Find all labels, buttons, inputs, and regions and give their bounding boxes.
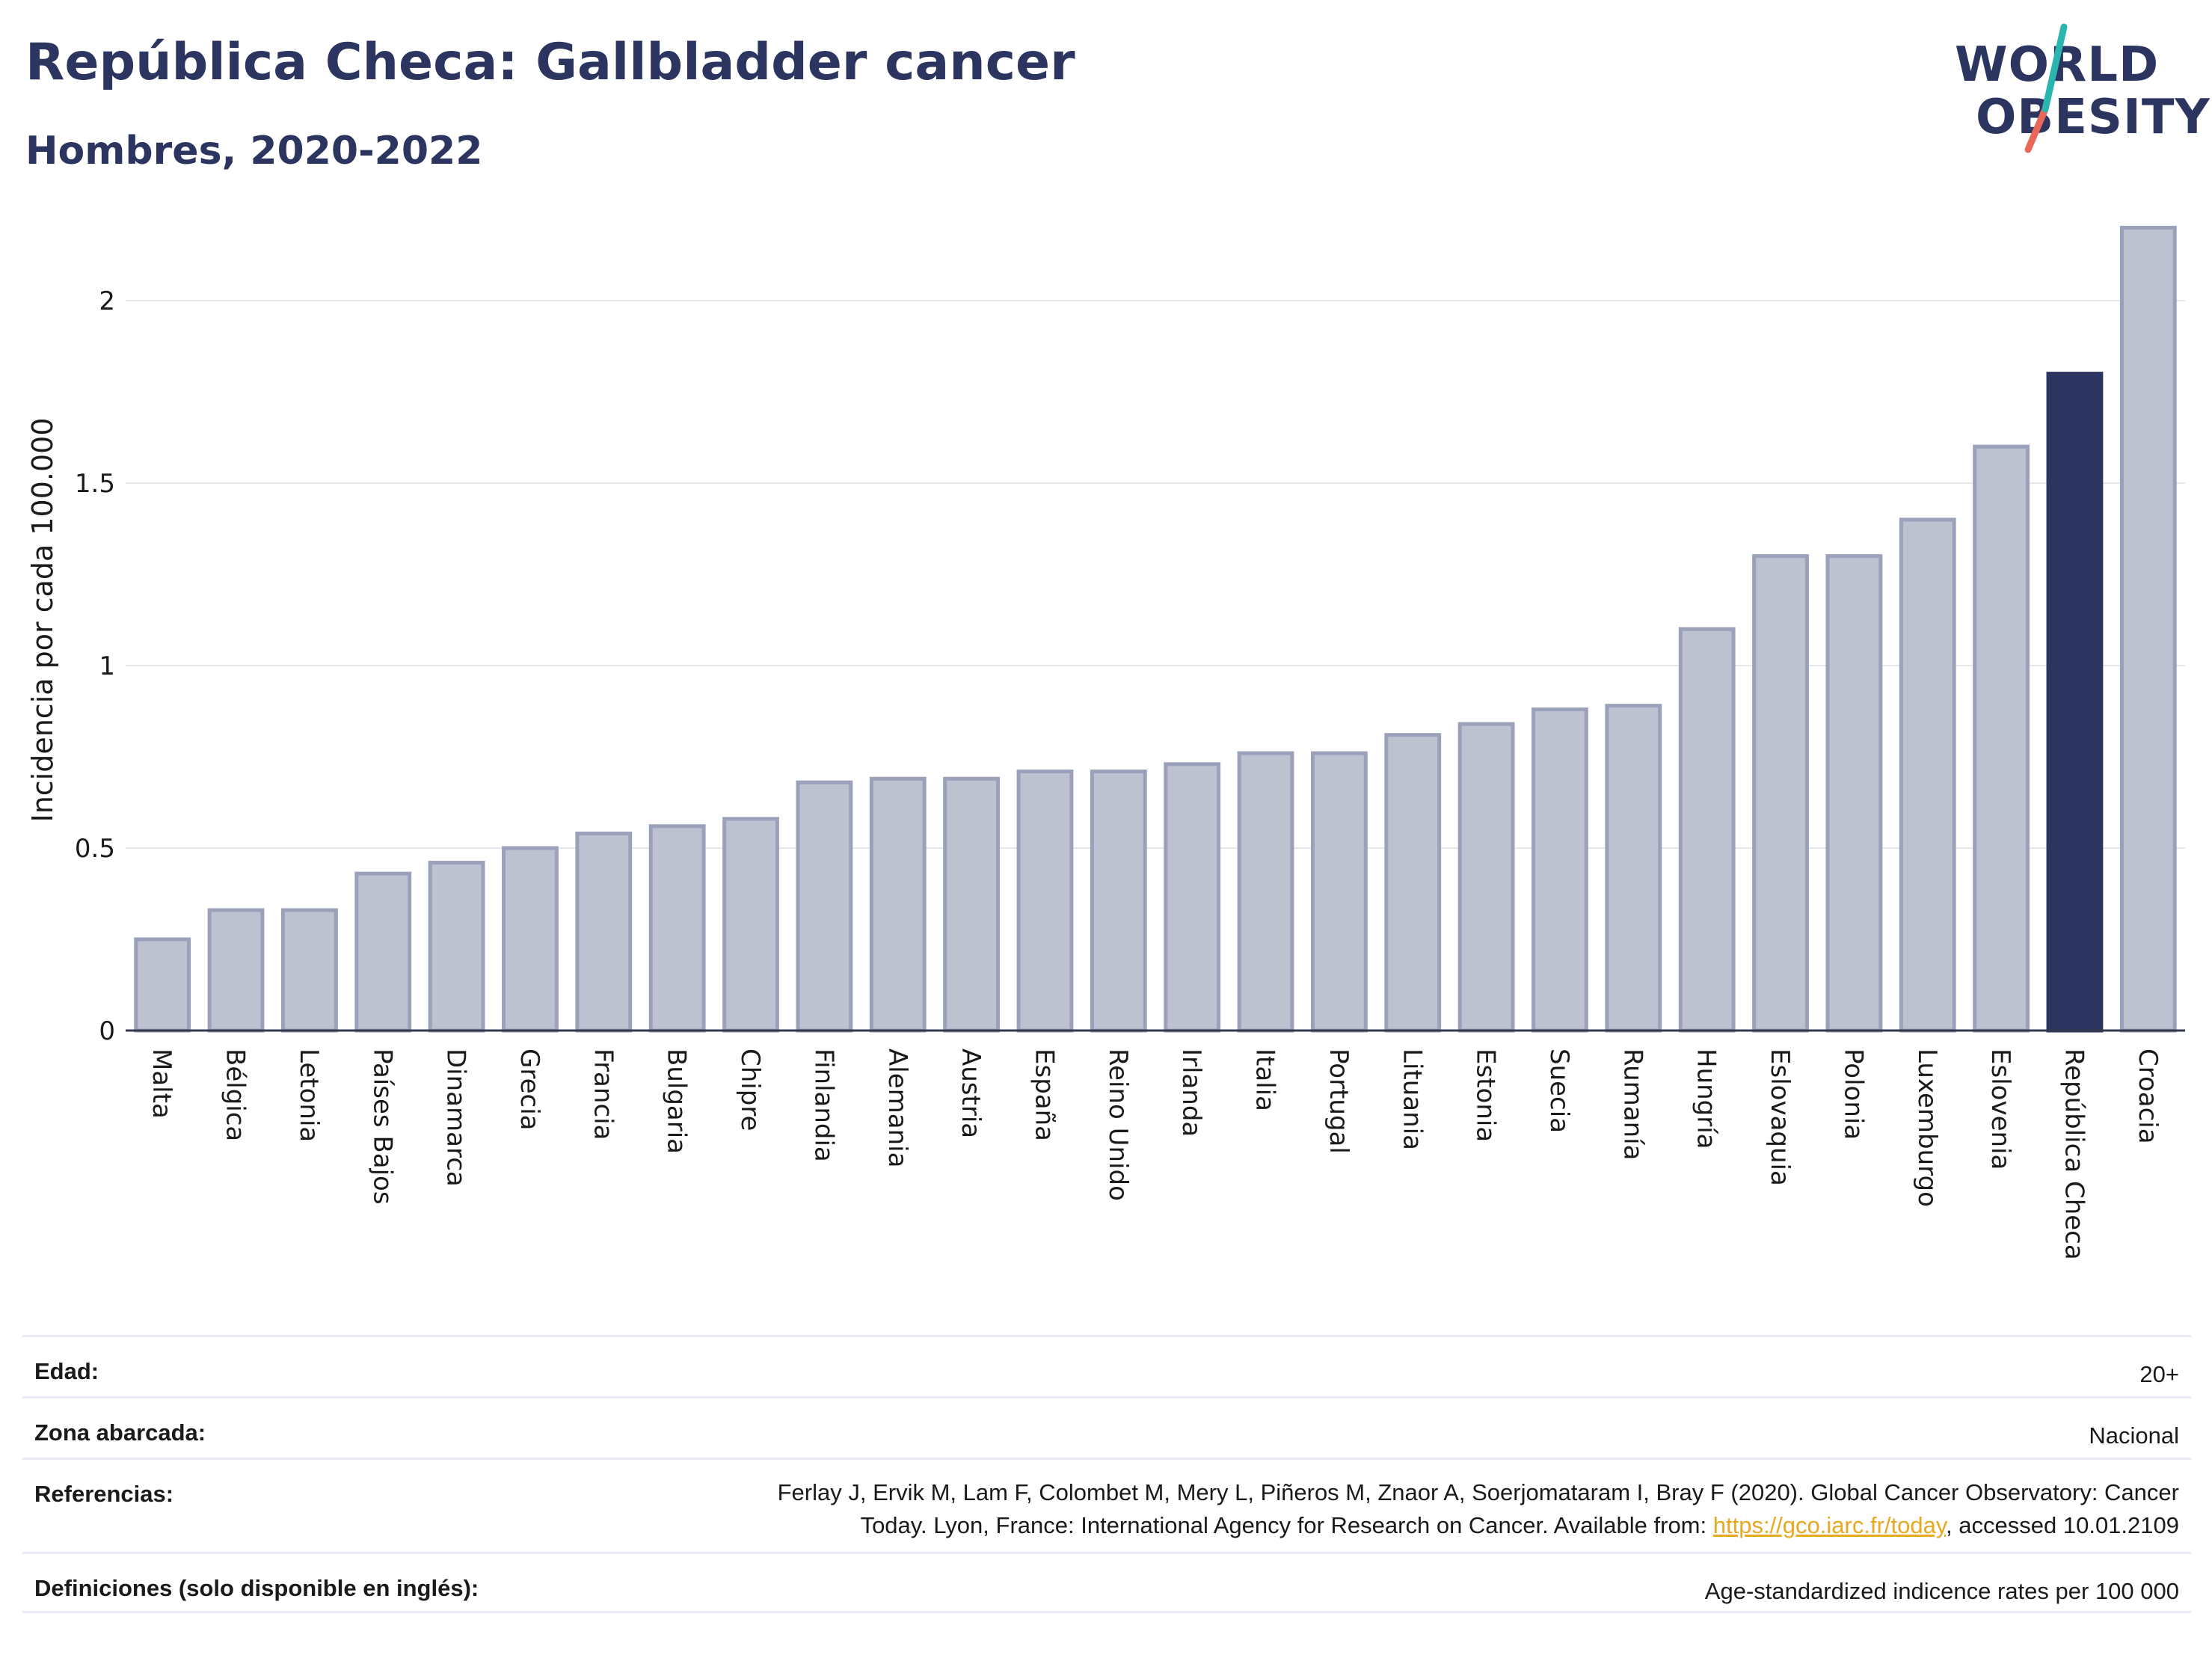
bar [1531,707,1588,1033]
x-tick-label: Francia [588,1048,618,1140]
x-tick-label: Croacia [2133,1048,2163,1144]
y-tick-label: 0 [99,1016,115,1046]
x-tick-label: Alemania [882,1048,912,1167]
age-value: 20+ [2139,1361,2179,1387]
x-tick-label: Rumanía [1617,1048,1647,1160]
bar [1237,751,1294,1033]
x-tick-label: Bélgica [221,1048,251,1141]
x-tick-label: República Checa [2059,1048,2089,1260]
bar [1678,627,1736,1033]
bar [1825,554,1883,1033]
x-tick-label: Grecia [514,1048,544,1130]
x-tick-label: Hungría [1692,1048,1721,1149]
bar [1164,762,1221,1033]
references-text: Today. Lyon, France: International Agenc… [860,1512,1713,1538]
y-tick-label: 1.5 [75,469,115,499]
bar [575,831,633,1033]
x-tick-label: Austria [956,1048,986,1138]
x-tick-label: Reino Unido [1103,1048,1133,1201]
bar [207,908,265,1033]
y-axis-label: Incidencia por cada 100.000 [26,417,59,822]
bar [869,776,927,1033]
bar [502,846,559,1033]
x-tick-label: Países Bajos [367,1048,397,1205]
references-label: Referencias: [34,1481,174,1507]
bar [1752,554,1809,1033]
chart-title: República Checa: Gallbladder cancer [25,33,1075,92]
bar [943,776,1001,1033]
bar [2119,225,2177,1033]
x-tick-label: Luxemburgo [1912,1048,1942,1207]
meta-row-area: Zona abarcada: Nacional [22,1396,2191,1458]
definitions-value: Age-standardized indicence rates per 100… [1704,1578,2179,1604]
age-label: Edad: [34,1358,99,1384]
bar-highlight [2046,372,2104,1033]
bar [1899,518,1956,1033]
x-tick-label: Suecia [1544,1048,1574,1133]
x-tick-label: Finlandia [808,1048,838,1162]
x-tick-label: Portugal [1324,1048,1354,1154]
bar [1384,733,1442,1033]
bar [280,908,338,1033]
bar [134,937,191,1033]
bar [1605,704,1662,1033]
x-tick-label: Estonia [1471,1048,1501,1142]
y-tick-label: 1 [99,651,115,681]
bar-chart: 0 0.5 1 1.5 2 Incidencia por cada 100.000 Malt… [26,225,2185,1260]
references-line-1: Ferlay J, Ervik M, Lam F, Colombet M, Me… [777,1479,2179,1505]
bar [1016,770,1074,1033]
x-tick-label: Irlanda [1176,1048,1206,1137]
references-line-2: Today. Lyon, France: International Agenc… [778,1509,2179,1542]
references-link[interactable]: https://gco.iarc.fr/today [1712,1512,1947,1538]
bar [1457,722,1515,1033]
meta-row-references: Referencias: Ferlay J, Ervik M, Lam F, C… [22,1458,2191,1552]
bar [1973,444,2030,1033]
x-tick-label: Dinamarca [441,1048,471,1187]
chart-subtitle: Hombres, 2020-2022 [25,129,483,174]
logo-line-obesity: OBESITY [1976,90,2211,145]
y-tick-label: 0.5 [75,834,115,864]
y-tick-label: 2 [99,286,115,316]
meta-row-age: Edad: 20+ [22,1335,2191,1396]
x-tick-label: Eslovenia [1985,1048,2015,1170]
bar [722,817,779,1033]
definitions-label: Definiciones (solo disponible en inglés)… [34,1575,479,1601]
metadata-table: Edad: 20+ Zona abarcada: Nacional Refere… [22,1335,2191,1613]
x-tick-label: Letonia [294,1048,324,1142]
logo-slash-icon [2024,23,2068,153]
x-tick-label: Bulgaria [662,1048,692,1154]
x-tick-label: Malta [147,1048,176,1119]
bar [428,861,485,1033]
world-obesity-logo: WORLD OBESITY [1944,21,2210,156]
x-tick-label: Eslovaquia [1765,1048,1795,1186]
bar [354,871,412,1033]
x-tick-label: Polonia [1838,1048,1868,1140]
x-tick-label: España [1029,1048,1059,1141]
bar [648,824,706,1033]
area-value: Nacional [2089,1422,2179,1449]
area-label: Zona abarcada: [34,1419,206,1446]
bar [1310,751,1368,1033]
references-accessed: , accessed 10.01.2109 [1946,1512,2179,1538]
references-value: Ferlay J, Ervik M, Lam F, Colombet M, Me… [778,1476,2179,1542]
bar [796,780,853,1033]
x-tick-label: Chipre [735,1048,765,1131]
x-tick-label: Lituania [1397,1048,1427,1150]
meta-row-definitions: Definiciones (solo disponible en inglés)… [22,1552,2191,1613]
bar [1090,770,1147,1033]
x-tick-label: Italia [1250,1048,1280,1111]
